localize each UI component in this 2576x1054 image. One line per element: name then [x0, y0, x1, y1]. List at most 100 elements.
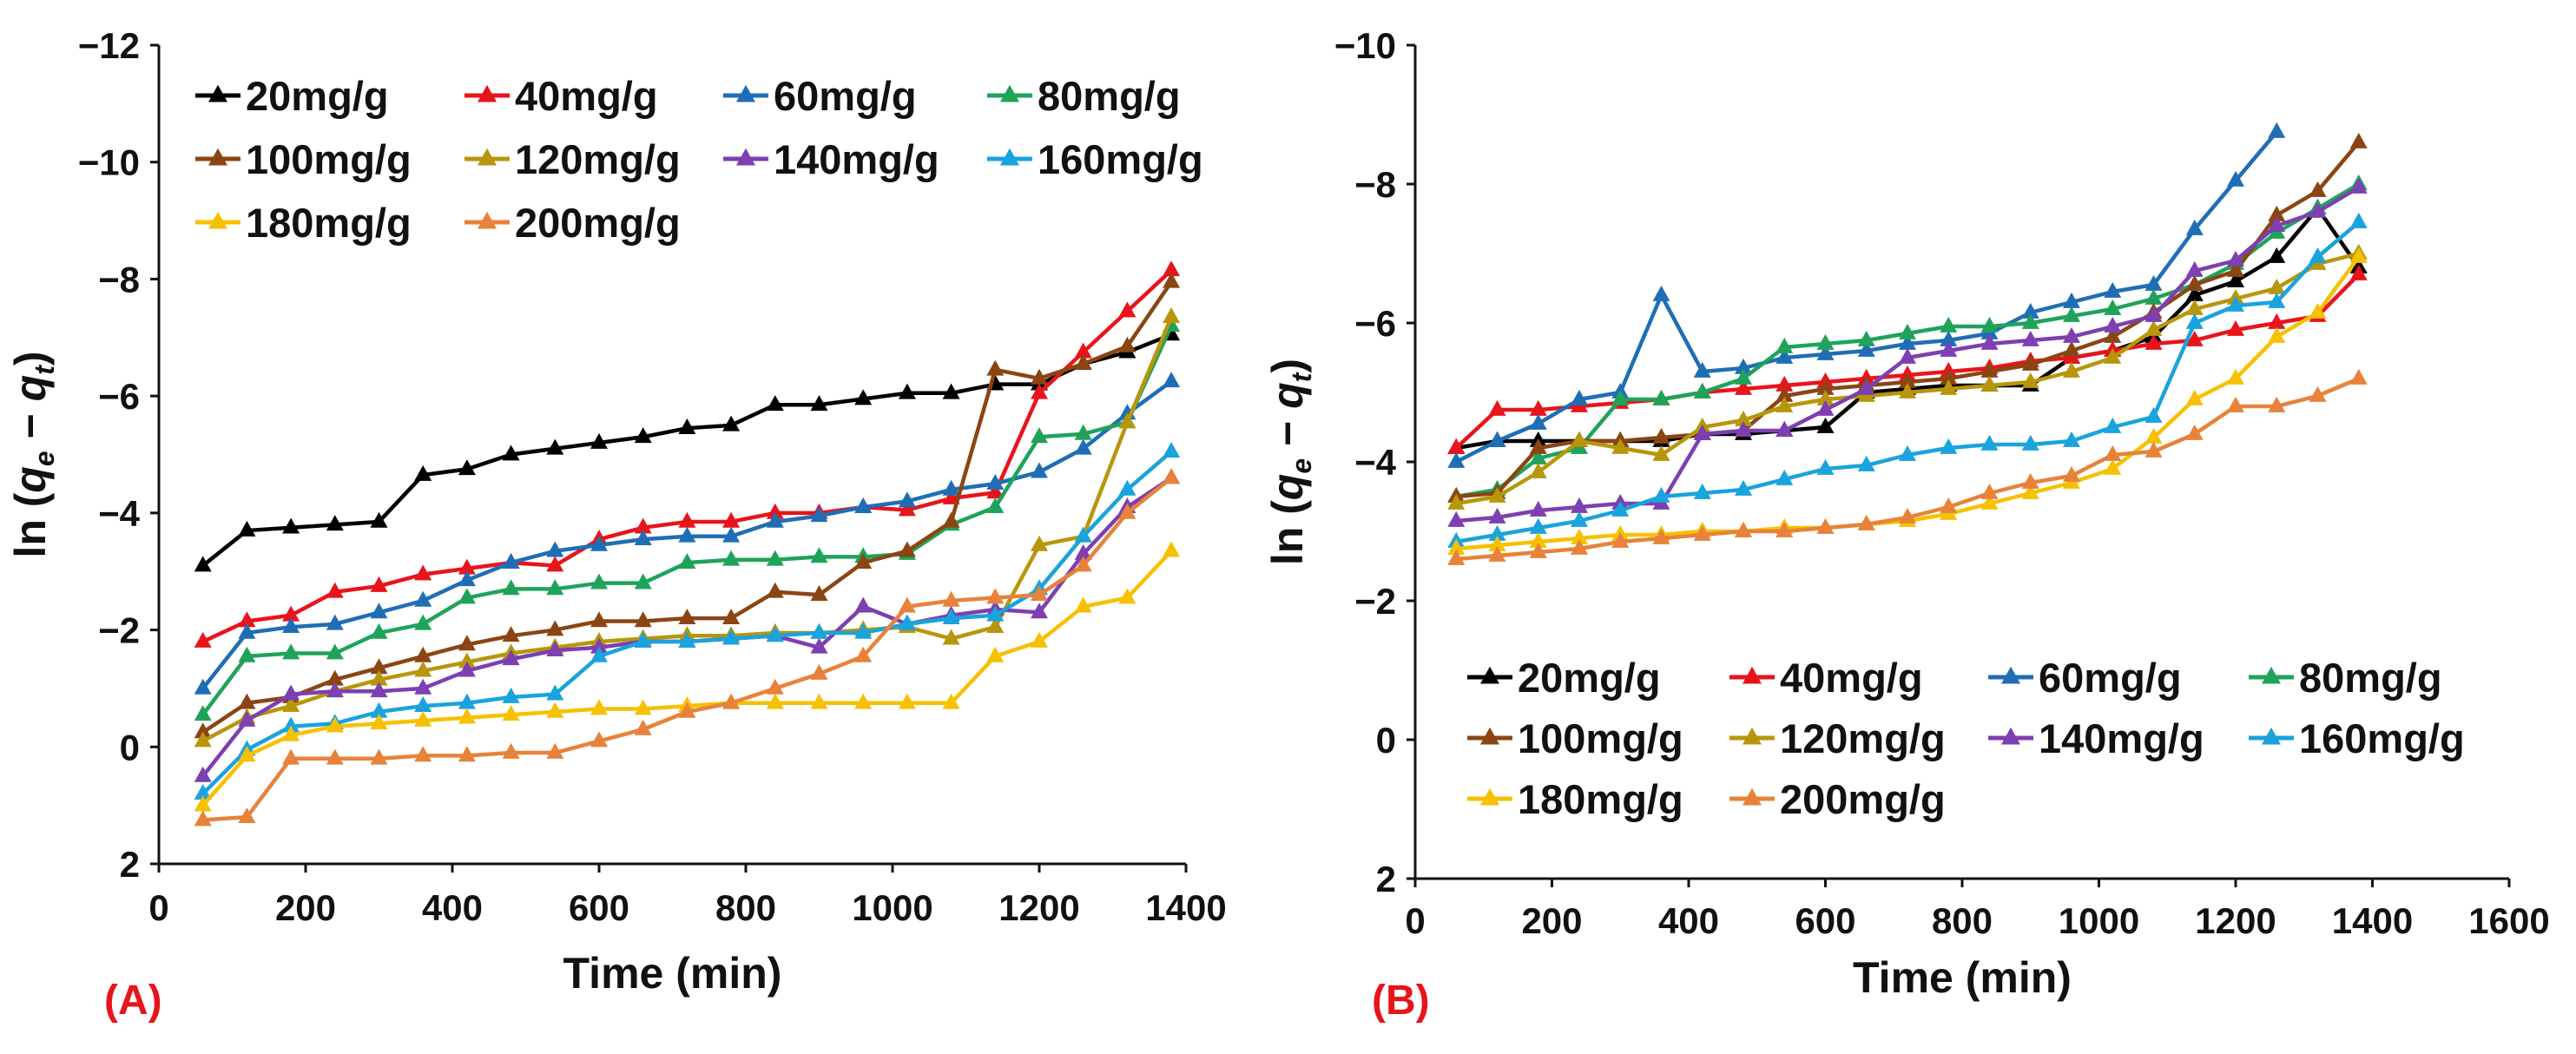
- data-point: [1163, 441, 1181, 458]
- data-point: [502, 687, 520, 703]
- data-point: [986, 605, 1005, 622]
- data-point: [2227, 250, 2244, 267]
- data-point: [1816, 517, 1835, 534]
- data-point: [1776, 385, 1794, 402]
- data-point: [854, 596, 873, 613]
- x-tick-label: 1600: [2468, 900, 2549, 941]
- legend-marker: [2001, 666, 2020, 684]
- data-point: [2063, 431, 2080, 447]
- legend-label: 120mg/g: [1780, 715, 1946, 761]
- legend-marker: [1000, 84, 1019, 102]
- data-point: [1940, 368, 1958, 385]
- data-point: [898, 491, 916, 508]
- legend-label: 80mg/g: [1038, 73, 1181, 119]
- data-point: [1529, 462, 1547, 478]
- y-axis-title: ln (qe − qt): [6, 351, 60, 557]
- data-point: [722, 415, 741, 431]
- data-point: [1980, 333, 1999, 350]
- x-tick-label: 1200: [2195, 900, 2276, 941]
- y-axis-title-qe: q: [6, 466, 55, 493]
- data-point: [1447, 493, 1466, 510]
- data-point: [2309, 385, 2327, 402]
- data-point: [194, 731, 212, 748]
- data-point: [810, 663, 828, 680]
- data-point: [546, 640, 564, 656]
- x-tick-label: 1000: [2059, 900, 2139, 941]
- data-point: [238, 623, 256, 639]
- legend-label: 120mg/g: [515, 136, 681, 182]
- data-point: [1031, 427, 1048, 444]
- data-point: [1447, 511, 1466, 527]
- data-point: [1571, 538, 1588, 555]
- y-tick-label: −12: [78, 25, 140, 66]
- data-point: [1611, 500, 1630, 517]
- y-tick-label: −10: [78, 142, 140, 183]
- data-point: [1816, 399, 1835, 416]
- data-point: [1899, 507, 1916, 524]
- data-point: [2063, 292, 2080, 308]
- y-tick-label: 2: [1376, 859, 1396, 899]
- data-point: [1735, 479, 1752, 496]
- data-point: [1899, 372, 1916, 388]
- data-point: [2185, 313, 2204, 329]
- data-point: [2104, 299, 2122, 315]
- x-tick-label: 600: [1795, 900, 1855, 941]
- data-point: [1571, 528, 1588, 544]
- data-point: [1735, 379, 1752, 395]
- data-point: [1816, 344, 1835, 360]
- legend-marker: [208, 148, 227, 166]
- data-point: [282, 716, 300, 733]
- data-point: [810, 693, 828, 709]
- data-point: [414, 590, 432, 607]
- data-point: [458, 693, 476, 709]
- data-point: [2185, 219, 2204, 235]
- y-tick-label: −10: [1334, 25, 1396, 66]
- data-point: [942, 511, 960, 528]
- data-point: [2227, 170, 2244, 187]
- data-point: [2104, 281, 2122, 298]
- panel-b: 0 200 400 600 800 1000 1200 1400 1600−10−8−6−4−2…: [1263, 25, 2550, 1024]
- data-point: [678, 552, 696, 569]
- data-point: [2144, 306, 2163, 322]
- data-point: [854, 646, 873, 662]
- data-point: [590, 646, 608, 662]
- data-point: [634, 631, 652, 648]
- data-point: [1735, 358, 1752, 374]
- data-point: [766, 511, 784, 528]
- data-point: [458, 746, 476, 762]
- data-point: [1488, 431, 1506, 447]
- data-point: [370, 623, 388, 639]
- series-60mg-per-g: [1447, 122, 2286, 468]
- x-tick-label: 1000: [852, 887, 932, 928]
- x-tick-label: 600: [569, 887, 629, 928]
- data-point: [898, 541, 916, 557]
- y-axis-title-qe: q: [1263, 474, 1312, 501]
- y-axis-title-prefix: ln (: [1263, 500, 1312, 565]
- data-point: [458, 661, 476, 677]
- data-point: [370, 702, 388, 718]
- data-point: [590, 731, 608, 748]
- data-point: [2185, 285, 2204, 301]
- x-tick-label: 0: [148, 887, 168, 928]
- data-point: [414, 710, 432, 727]
- data-point: [2185, 260, 2204, 277]
- legend-label: 140mg/g: [2039, 715, 2204, 761]
- data-point: [502, 705, 520, 721]
- data-point: [678, 526, 696, 543]
- data-point: [370, 748, 388, 765]
- data-point: [1488, 545, 1506, 562]
- data-point: [1735, 410, 1752, 426]
- data-point: [854, 389, 873, 405]
- y-axis-title-qt: q: [6, 375, 55, 402]
- data-point: [370, 511, 388, 528]
- data-point: [1776, 337, 1794, 353]
- legend-marker: [1000, 148, 1019, 166]
- data-point: [2144, 288, 2163, 305]
- data-point: [414, 646, 432, 662]
- data-point: [678, 702, 696, 718]
- legend-item: 60mg/g: [723, 73, 917, 119]
- data-point: [986, 483, 1005, 499]
- data-point: [2268, 215, 2286, 232]
- y-axis-title-qt: q: [1263, 382, 1312, 409]
- data-point: [1857, 455, 1875, 471]
